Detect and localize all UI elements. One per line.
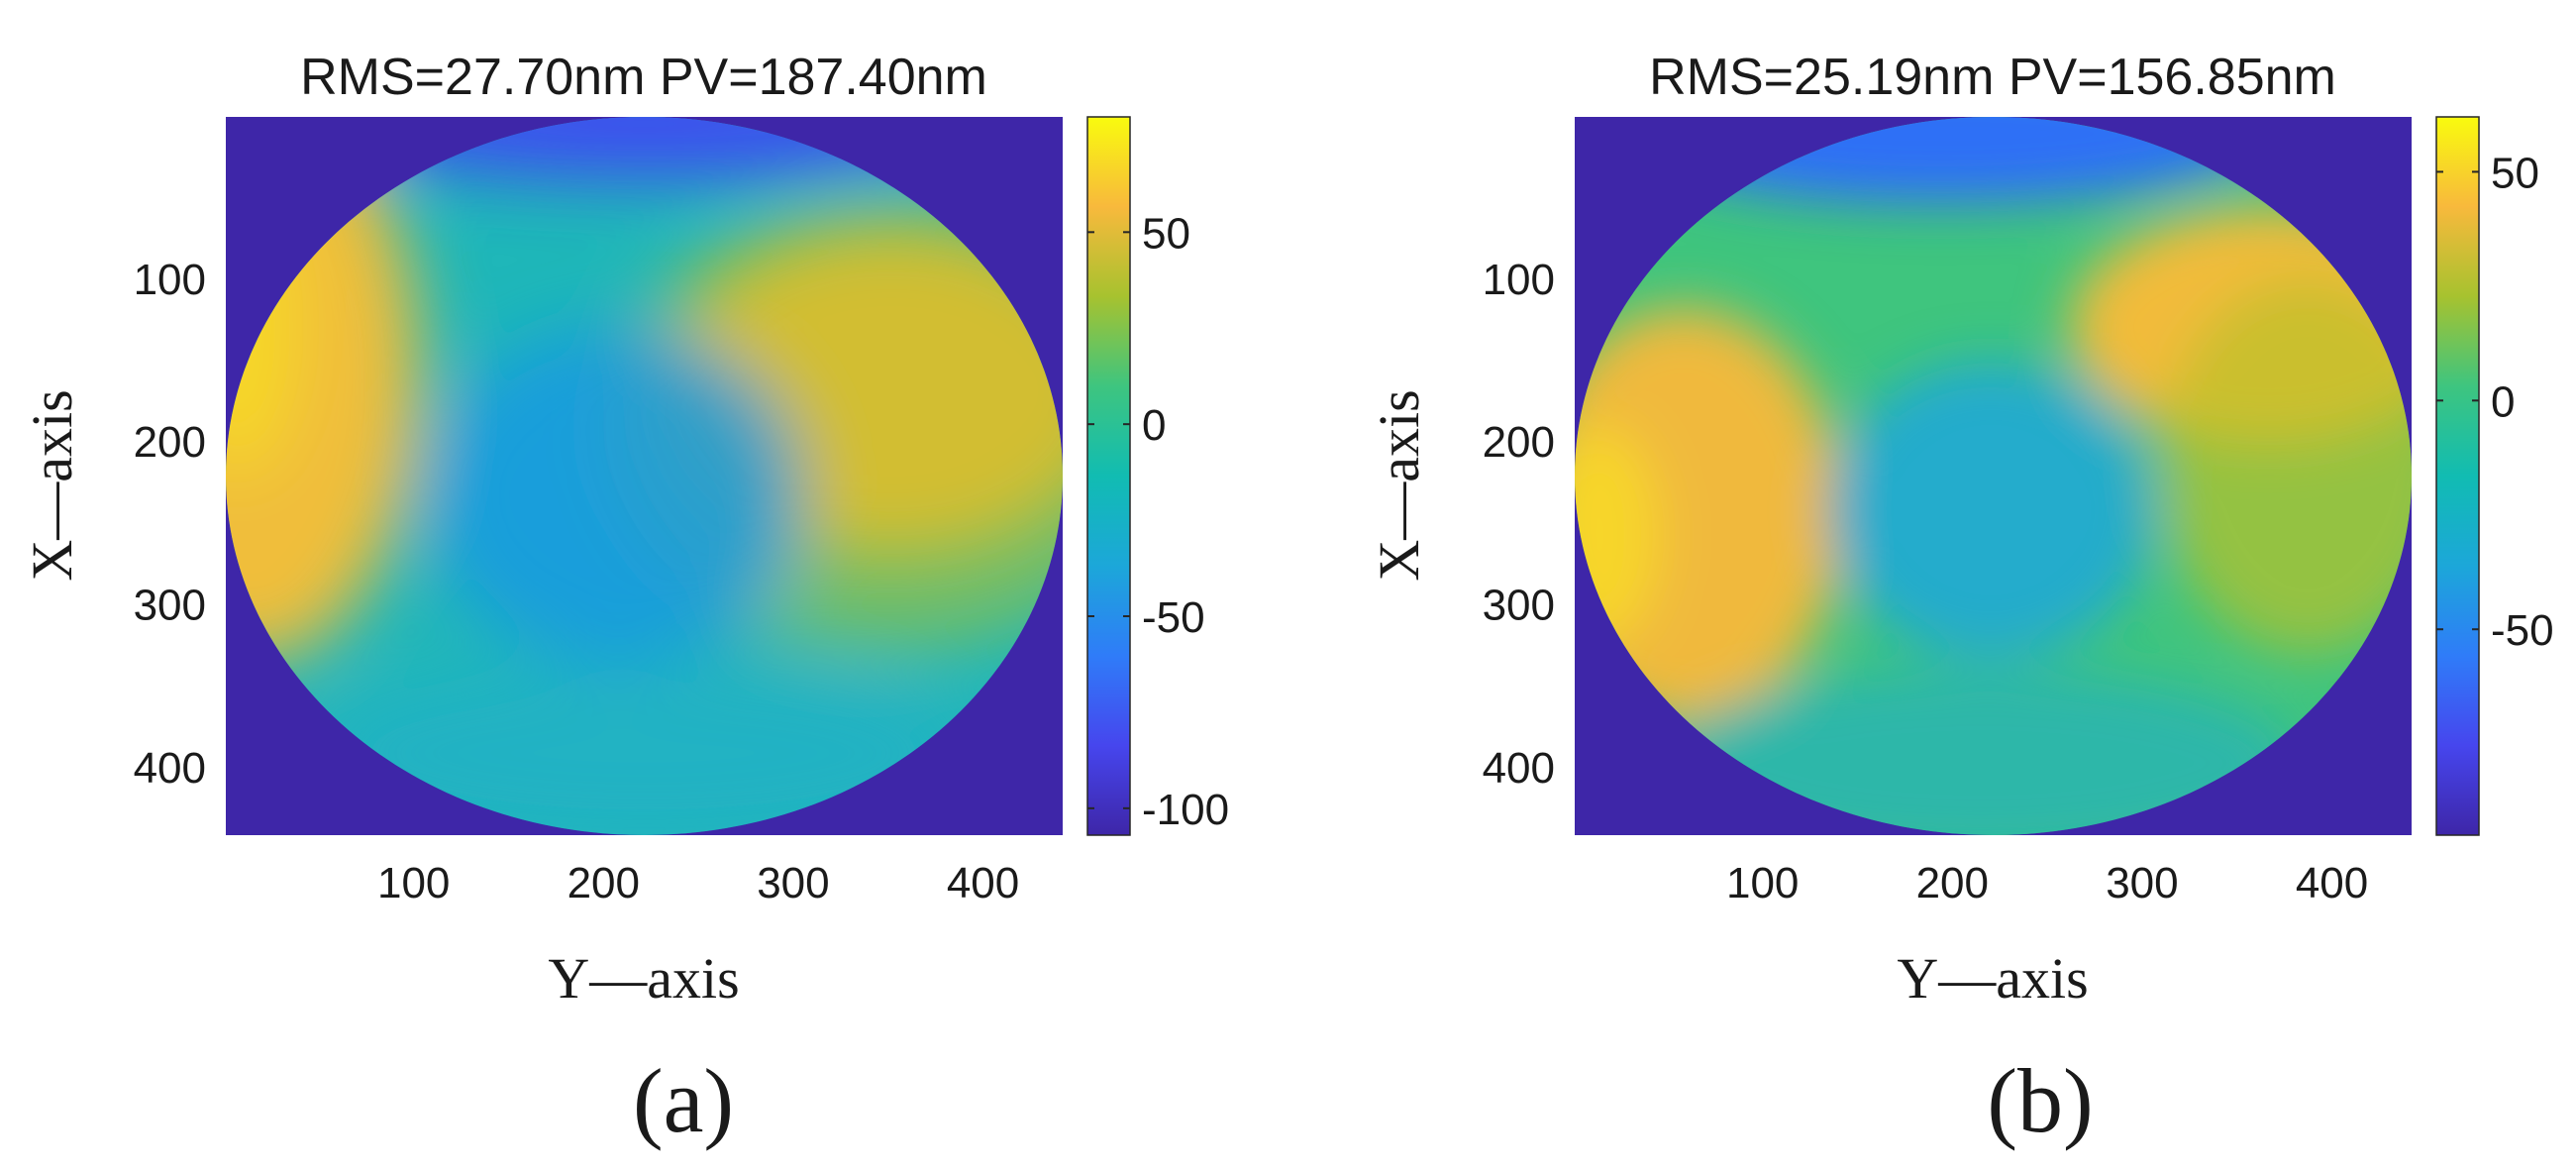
y-tick-label-100: 100: [134, 256, 206, 304]
panel-b-y-ticks: 100 200 300 400: [1483, 256, 1555, 793]
panel-b-title: RMS=25.19nm PV=156.85nm: [1649, 49, 2336, 106]
y-tick-label-400: 400: [134, 744, 206, 793]
panel-b-center-dip: [1827, 362, 2154, 659]
colorbar-tick-label-0: 50: [1142, 209, 1190, 258]
colorbar-tick-label-1: 0: [1142, 401, 1166, 450]
y-tick-label-400: 400: [1483, 744, 1555, 793]
panel-a-x-ticks: 100 200 300 400: [377, 859, 1019, 907]
panel-a-title: RMS=27.70nm PV=187.40nm: [300, 49, 987, 106]
panel-b-x-axis-label: Y—axis: [1897, 946, 2088, 1011]
panel-b-y-axis-label: X—axis: [1367, 389, 1431, 581]
panel-a-colorbar-ticks: 50 0 -50 -100: [1086, 116, 1229, 836]
y-tick-label-200: 200: [134, 418, 206, 467]
y-tick-label-200: 200: [1483, 418, 1555, 467]
x-tick-label-400: 400: [2296, 859, 2368, 907]
panel-a-x-axis-label: Y—axis: [548, 946, 739, 1011]
panel-a-y-ticks: 100 200 300 400: [134, 256, 206, 793]
panel-a: RMS=27.70nm PV=187.40nm 50 0 -50 -100 100 20…: [20, 49, 1229, 1151]
panel-b-colorbar-ticks: 50 0 -50: [2435, 116, 2554, 836]
panel-b-x-ticks: 100 200 300 400: [1726, 859, 2368, 907]
x-tick-label-100: 100: [377, 859, 450, 907]
colorbar-tick-label-2: -50: [2491, 606, 2554, 655]
panel-b-colorbar: [2436, 117, 2479, 835]
panel-a-top-band: [317, 117, 971, 178]
panel-a-center-dip: [426, 327, 802, 664]
panel-b-left-lobe: [1575, 307, 1842, 723]
x-tick-label-300: 300: [2106, 859, 2178, 907]
y-tick-label-100: 100: [1483, 256, 1555, 304]
panel-a-caption: (a): [633, 1050, 734, 1151]
panel-a-y-axis-label: X—axis: [20, 389, 84, 581]
colorbar-tick-label-3: -100: [1142, 786, 1229, 834]
panel-b-top-band: [1614, 117, 2268, 203]
panel-b: RMS=25.19nm PV=156.85nm 50 0 -50 100 200 300…: [1367, 49, 2554, 1151]
panel-b-caption: (b): [1987, 1050, 2093, 1151]
x-tick-label-200: 200: [567, 859, 640, 907]
colorbar-frame: [2435, 116, 2480, 836]
colorbar-tick-label-1: 0: [2491, 377, 2515, 426]
panel-a-surface-features: [226, 117, 1063, 835]
x-tick-label-400: 400: [947, 859, 1019, 907]
y-tick-label-300: 300: [134, 582, 206, 630]
panel-a-lower-shade: [317, 664, 971, 835]
panel-b-surface-map: [1575, 117, 2412, 835]
panel-a-colorbar: [1087, 117, 1130, 835]
x-tick-label-200: 200: [1916, 859, 1989, 907]
x-tick-label-300: 300: [757, 859, 829, 907]
panel-b-right-halo: [2159, 277, 2412, 654]
panel-a-surface-map: [226, 117, 1063, 835]
y-tick-label-300: 300: [1483, 582, 1555, 630]
colorbar-frame: [1086, 116, 1131, 836]
panel-b-left-peak: [1575, 426, 1659, 644]
colorbar-tick-label-0: 50: [2491, 149, 2539, 197]
colorbar-tick-label-2: -50: [1142, 593, 1205, 642]
x-tick-label-100: 100: [1726, 859, 1799, 907]
